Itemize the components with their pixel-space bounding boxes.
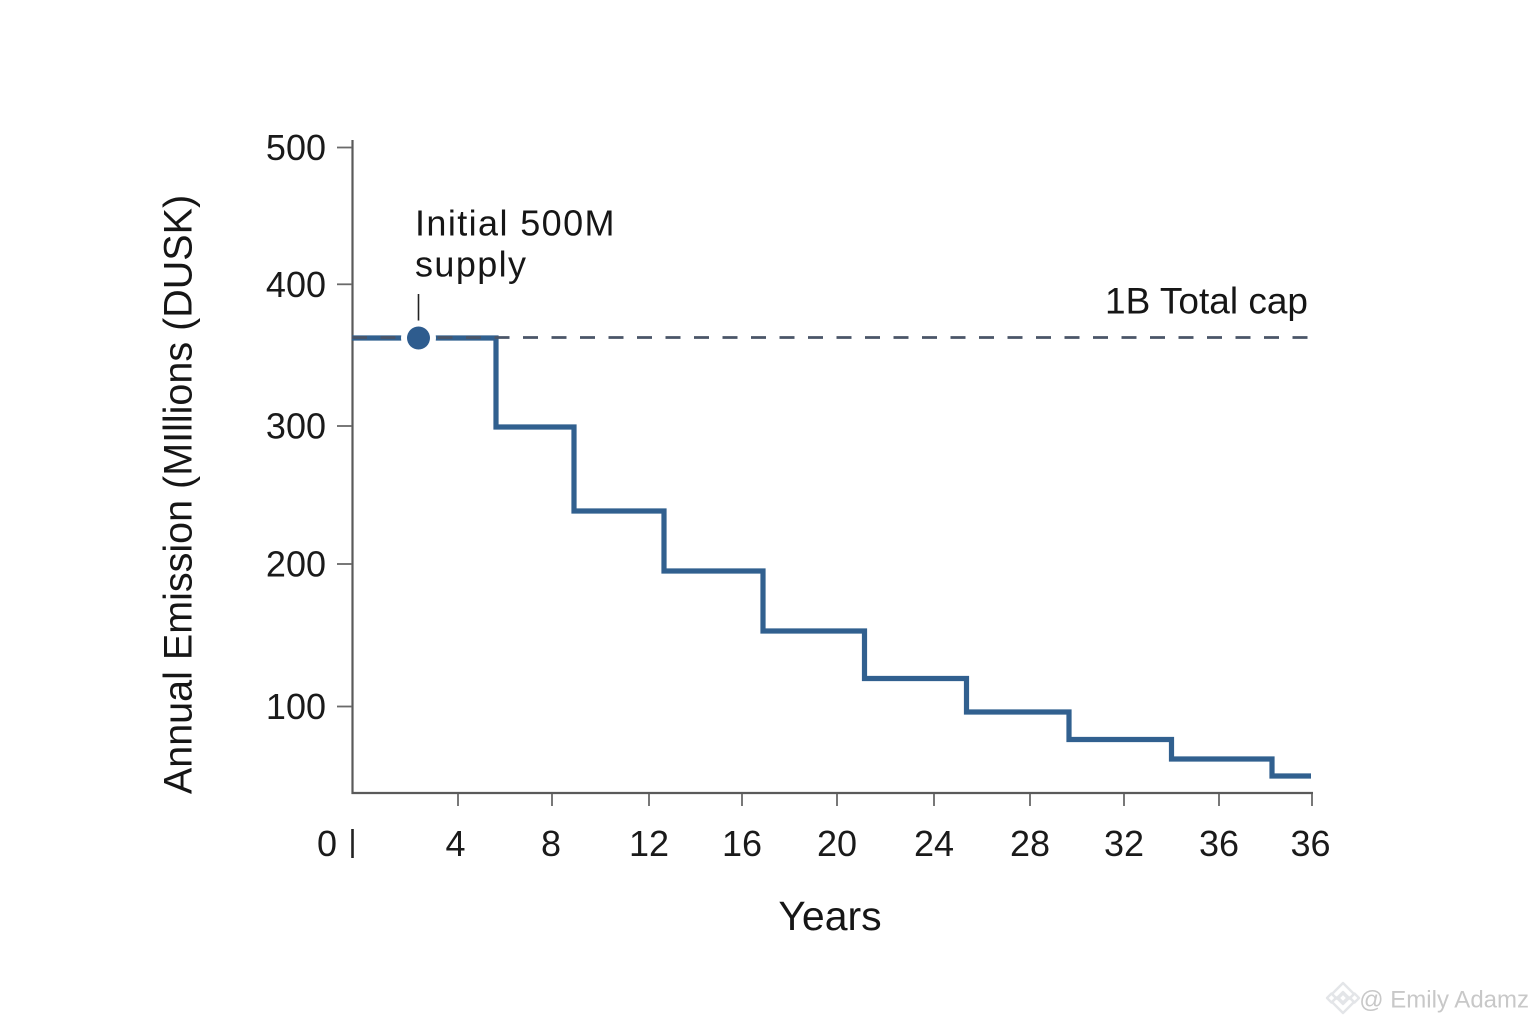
- svg-text:20: 20: [817, 823, 857, 864]
- svg-text:Years: Years: [778, 893, 881, 939]
- svg-text:Annual Emission (MIllions (DUS: Annual Emission (MIllions (DUSK): [157, 195, 201, 794]
- svg-text:28: 28: [1010, 823, 1050, 864]
- svg-text:8: 8: [541, 823, 561, 864]
- svg-text:300: 300: [266, 406, 326, 447]
- svg-text:200: 200: [266, 544, 326, 585]
- svg-text:0: 0: [317, 823, 337, 864]
- svg-text:500: 500: [266, 127, 326, 168]
- svg-text:4: 4: [445, 823, 465, 864]
- svg-text:400: 400: [266, 264, 326, 305]
- svg-text:24: 24: [914, 823, 954, 864]
- svg-text:@ Emily Adamz: @ Emily Adamz: [1359, 987, 1529, 1014]
- svg-text:16: 16: [722, 823, 762, 864]
- svg-text:12: 12: [629, 823, 669, 864]
- svg-text:Initial 500M: Initial 500M: [415, 203, 616, 244]
- svg-text:32: 32: [1104, 823, 1144, 864]
- svg-text:100: 100: [266, 686, 326, 727]
- svg-text:36: 36: [1290, 823, 1330, 864]
- svg-text:supply: supply: [415, 244, 527, 285]
- svg-text:36: 36: [1199, 823, 1239, 864]
- svg-text:1B Total cap: 1B Total cap: [1105, 281, 1308, 322]
